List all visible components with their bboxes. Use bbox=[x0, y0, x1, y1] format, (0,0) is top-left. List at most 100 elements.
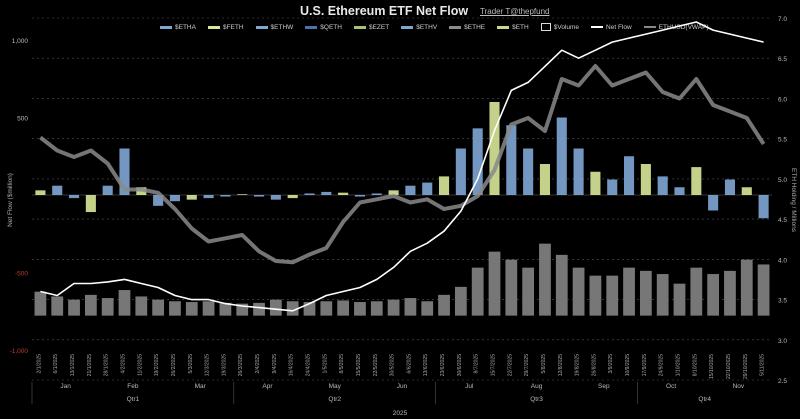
right-tick-label: 3.5 bbox=[778, 298, 787, 305]
volume-bar bbox=[135, 296, 148, 316]
netflow-bar bbox=[422, 182, 433, 195]
netflow-bar bbox=[741, 187, 752, 195]
legend-swatch bbox=[449, 25, 462, 29]
volume-bar bbox=[690, 267, 703, 316]
legend-item[interactable]: $ETHE bbox=[449, 24, 485, 31]
legend-item[interactable]: $ETHW bbox=[255, 24, 293, 31]
legend-label: $FETH bbox=[222, 23, 244, 31]
date-tick-label: 8/5/2025 bbox=[339, 354, 345, 374]
date-tick-label: 24/9/2025 bbox=[659, 354, 665, 376]
netflow-bar bbox=[85, 195, 96, 213]
month-label: Jun bbox=[397, 383, 408, 390]
quarter-label: Qtr2 bbox=[328, 396, 341, 403]
legend-item[interactable]: $ETH bbox=[497, 24, 529, 31]
volume-bar bbox=[421, 301, 434, 316]
volume-bar bbox=[623, 267, 635, 316]
netflow-bar bbox=[758, 195, 769, 219]
legend-item[interactable]: $FETH bbox=[207, 23, 244, 31]
date-tick-label: 1/5/2025 bbox=[322, 354, 328, 374]
volume-bar bbox=[286, 301, 299, 316]
volume-bar bbox=[152, 299, 165, 316]
netflow-bar bbox=[489, 102, 500, 195]
legend-item[interactable]: Net Flow bbox=[591, 24, 632, 31]
date-tick-label: 16/4/2025 bbox=[289, 354, 295, 376]
netflow-bar bbox=[186, 195, 197, 200]
month-label: Apr bbox=[262, 383, 273, 390]
netflow-bar bbox=[254, 195, 265, 197]
date-tick-label: 28/1/2025 bbox=[104, 354, 110, 376]
date-tick-label: 22/5/2025 bbox=[373, 354, 379, 376]
date-tick-label: 4/2/2025 bbox=[121, 354, 127, 374]
netflow-bar bbox=[69, 195, 80, 199]
month-label: May bbox=[329, 383, 342, 390]
month-label: Jan bbox=[60, 383, 71, 390]
month-label: Oct bbox=[666, 383, 676, 390]
right-tick-label: 6.0 bbox=[778, 96, 787, 103]
netflow-bar bbox=[724, 179, 735, 195]
volume-bar bbox=[606, 275, 619, 316]
netflow-bar bbox=[506, 125, 517, 195]
month-label: Aug bbox=[531, 383, 543, 390]
date-tick-label: 2/1/2025 bbox=[36, 354, 42, 374]
right-tick-label: 4.0 bbox=[778, 257, 787, 264]
date-tick-label: 22/10/2025 bbox=[726, 354, 732, 379]
date-tick-label: 12/3/2025 bbox=[205, 354, 211, 376]
netflow-bar bbox=[304, 193, 315, 195]
chart-legend: $ETHA $FETH $ETHW $QETH $EZET $ETHV $ETHE $ETH $… bbox=[160, 20, 709, 34]
date-tick-label: 5/8/2025 bbox=[541, 354, 547, 374]
date-tick-label: 1/10/2025 bbox=[676, 354, 682, 376]
volume-bar bbox=[438, 294, 450, 316]
legend-item[interactable]: $Volume bbox=[540, 23, 579, 31]
netflow-bar bbox=[169, 195, 180, 202]
legend-label: $ETHV bbox=[416, 23, 438, 31]
right-tick-label: 2.5 bbox=[778, 378, 787, 385]
volume-bar bbox=[202, 301, 215, 316]
volume-bar bbox=[320, 301, 333, 316]
month-label: Jul bbox=[465, 383, 474, 390]
legend-item[interactable]: $EZET bbox=[353, 23, 390, 31]
volume-bar bbox=[555, 254, 568, 316]
netflow-bar bbox=[590, 171, 601, 195]
date-tick-label: 23/6/2025 bbox=[440, 354, 446, 376]
legend-label: $EZET bbox=[368, 23, 390, 31]
quarter-label: Qtr3 bbox=[530, 396, 543, 403]
legend-item[interactable]: ETHUSD(VWAP) bbox=[643, 24, 709, 31]
volume-bar bbox=[68, 299, 80, 316]
left-tick-label: 1,000 bbox=[12, 38, 29, 45]
legend-swatch bbox=[591, 26, 604, 28]
date-tick-label: 26/8/2025 bbox=[591, 354, 597, 376]
volume-bar bbox=[354, 302, 366, 316]
legend-swatch bbox=[207, 25, 220, 29]
month-label: Sep bbox=[598, 383, 610, 390]
date-tick-label: 19/2/2025 bbox=[154, 354, 160, 376]
chart-credit[interactable]: Trader T@thepfund bbox=[480, 7, 550, 16]
volume-bar bbox=[757, 264, 770, 316]
netflow-bar bbox=[354, 195, 365, 197]
legend-item[interactable]: $QETH bbox=[305, 24, 342, 31]
netflow-bar bbox=[203, 195, 214, 199]
legend-item[interactable]: $ETHA bbox=[160, 24, 196, 31]
legend-swatch bbox=[401, 25, 414, 29]
netflow-bar bbox=[153, 195, 164, 206]
legend-item[interactable]: $ETHV bbox=[401, 24, 437, 31]
date-tick-label: 9/4/2025 bbox=[272, 354, 278, 374]
date-tick-label: 5/3/2025 bbox=[188, 354, 194, 374]
volume-bar bbox=[539, 243, 551, 316]
netflow-bar bbox=[472, 128, 483, 195]
volume-bar bbox=[269, 299, 282, 316]
netflow-bar bbox=[321, 191, 332, 195]
right-axis-title: ETH Holding / Millions bbox=[790, 168, 797, 233]
volume-bar bbox=[34, 291, 47, 316]
legend-swatch bbox=[255, 25, 268, 29]
netflow-bar bbox=[439, 176, 450, 195]
legend-label: $ETH bbox=[512, 23, 529, 31]
legend-label: $ETHA bbox=[175, 23, 196, 31]
date-tick-label: 13/1/2025 bbox=[70, 354, 76, 376]
volume-bar bbox=[253, 302, 265, 316]
legend-swatch bbox=[497, 25, 510, 29]
netflow-bar bbox=[674, 187, 685, 195]
volume-bar bbox=[656, 274, 669, 316]
date-tick-label: 12/8/2025 bbox=[558, 354, 564, 376]
legend-swatch bbox=[540, 23, 551, 31]
